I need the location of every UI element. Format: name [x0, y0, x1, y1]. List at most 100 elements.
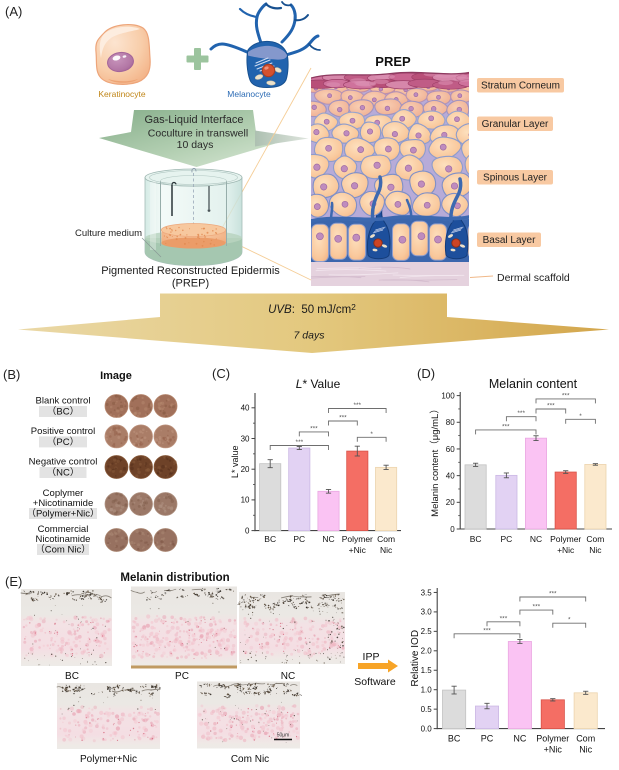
svg-text:PC: PC [293, 534, 305, 544]
svg-text:Com Nic: Com Nic [231, 754, 269, 765]
svg-text:Com: Com [377, 534, 395, 544]
svg-text:Nic: Nic [579, 745, 592, 755]
svg-text:+Nicotinamide: +Nicotinamide [33, 498, 93, 509]
svg-text:***: *** [310, 425, 318, 432]
svg-text:Negative control: Negative control [29, 457, 98, 468]
svg-text:Image: Image [100, 370, 132, 382]
svg-text:L* Value: L* Value [296, 377, 341, 391]
svg-text:30: 30 [241, 434, 250, 443]
svg-text:NC: NC [530, 534, 542, 544]
svg-text:***: *** [339, 415, 347, 422]
svg-text:+Nic: +Nic [557, 545, 575, 555]
svg-text:10 days: 10 days [177, 139, 214, 151]
svg-text:（PC）: （PC） [47, 436, 79, 448]
svg-text:***: *** [533, 604, 541, 611]
svg-text:Coplymer: Coplymer [43, 488, 84, 499]
svg-text:Nicotinamide: Nicotinamide [36, 534, 91, 545]
svg-text:3.0: 3.0 [421, 608, 433, 617]
svg-text:100: 100 [441, 391, 455, 400]
svg-text:PC: PC [481, 734, 494, 744]
svg-text:(C): (C) [212, 366, 230, 381]
svg-text:40: 40 [446, 471, 455, 480]
svg-text:NC: NC [281, 671, 295, 682]
svg-text:Commercial: Commercial [38, 524, 89, 535]
svg-text:（Polymer+Nic）: （Polymer+Nic） [26, 508, 99, 520]
svg-text:PREP: PREP [375, 54, 411, 69]
svg-text:PC: PC [500, 534, 512, 544]
svg-text:L* value: L* value [230, 446, 240, 479]
svg-text:***: *** [354, 402, 362, 409]
svg-text:20: 20 [241, 465, 250, 474]
svg-text:*: * [370, 431, 373, 438]
svg-text:(A): (A) [5, 4, 22, 19]
svg-text:Keratinocyte: Keratinocyte [98, 89, 146, 99]
svg-text:0.5: 0.5 [421, 705, 433, 714]
svg-text:Software: Software [354, 676, 396, 688]
svg-text:Blank control: Blank control [36, 396, 91, 407]
svg-text:40: 40 [241, 404, 250, 413]
svg-text:Melanin content: Melanin content [489, 377, 578, 391]
svg-text:BC: BC [448, 734, 461, 744]
svg-text:***: *** [500, 615, 508, 622]
svg-text:BC: BC [65, 671, 79, 682]
svg-text:Granular Layer: Granular Layer [482, 119, 549, 130]
svg-text:Relative IOD: Relative IOD [410, 630, 421, 687]
svg-text:*: * [568, 617, 571, 624]
svg-text:Polymer: Polymer [342, 534, 373, 544]
svg-text:Dermal scaffold: Dermal scaffold [497, 272, 570, 284]
svg-text:60: 60 [446, 445, 455, 454]
svg-text:***: *** [562, 392, 570, 399]
svg-text:***: *** [547, 403, 555, 410]
svg-text:0: 0 [450, 525, 455, 534]
svg-text:10: 10 [241, 496, 250, 505]
svg-text:Polymer+Nic: Polymer+Nic [80, 754, 137, 765]
svg-text:Com: Com [576, 734, 595, 744]
svg-text:***: *** [502, 423, 510, 430]
svg-text:20: 20 [446, 498, 455, 507]
svg-text:***: *** [483, 627, 491, 634]
svg-text:2.5: 2.5 [421, 627, 433, 636]
svg-text:BC: BC [470, 534, 482, 544]
svg-text:0: 0 [245, 526, 250, 535]
svg-text:(B): (B) [3, 367, 20, 382]
svg-text:UVB: 50 mJ/cm2: UVB: 50 mJ/cm2 [268, 302, 356, 316]
svg-text:*: * [579, 413, 582, 420]
svg-text:Melanocyte: Melanocyte [227, 89, 271, 99]
svg-text:Culture medium: Culture medium [75, 228, 142, 239]
svg-text:(E): (E) [5, 574, 22, 589]
svg-text:1.5: 1.5 [421, 666, 433, 675]
svg-text:Com: Com [586, 534, 604, 544]
svg-text:(D): (D) [417, 366, 435, 381]
svg-text:Melanin distribution: Melanin distribution [120, 572, 229, 584]
svg-text:Basal Layer: Basal Layer [483, 235, 536, 246]
svg-text:PC: PC [175, 671, 189, 682]
svg-text:Gas-Liquid Interface: Gas-Liquid Interface [144, 114, 243, 126]
svg-text:（Com Nic）: （Com Nic） [35, 544, 90, 556]
svg-text:7 days: 7 days [294, 330, 326, 342]
svg-text:Polymer: Polymer [550, 534, 581, 544]
svg-text:Positive control: Positive control [31, 426, 95, 437]
svg-text:Melanin content（μg/mL）: Melanin content（μg/mL） [429, 404, 441, 517]
svg-text:IPP: IPP [363, 651, 380, 663]
svg-text:Coculture in transwell: Coculture in transwell [148, 128, 248, 140]
svg-text:+Nic: +Nic [544, 745, 563, 755]
svg-text:3.5: 3.5 [421, 588, 433, 597]
svg-text:50μm: 50μm [277, 733, 290, 739]
svg-text:1.0: 1.0 [421, 686, 433, 695]
svg-text:Polymer: Polymer [536, 734, 569, 744]
svg-text:80: 80 [446, 418, 455, 427]
svg-text:+Nic: +Nic [349, 545, 367, 555]
svg-text:***: *** [549, 591, 557, 598]
svg-text:Pigmented Reconstructed Epider: Pigmented Reconstructed Epidermis [101, 265, 280, 277]
svg-text:0.0: 0.0 [421, 724, 433, 733]
svg-text:BC: BC [264, 534, 276, 544]
svg-text:（BC）: （BC） [47, 406, 79, 418]
svg-text:Nic: Nic [589, 545, 602, 555]
svg-text:2.0: 2.0 [421, 647, 433, 656]
svg-text:NC: NC [322, 534, 334, 544]
svg-text:Spinous Layer: Spinous Layer [483, 173, 548, 184]
svg-text:Stratum Corneum: Stratum Corneum [481, 81, 560, 92]
svg-text:(PREP): (PREP) [172, 278, 209, 290]
svg-text:***: *** [517, 410, 525, 417]
svg-text:NC: NC [513, 734, 526, 744]
